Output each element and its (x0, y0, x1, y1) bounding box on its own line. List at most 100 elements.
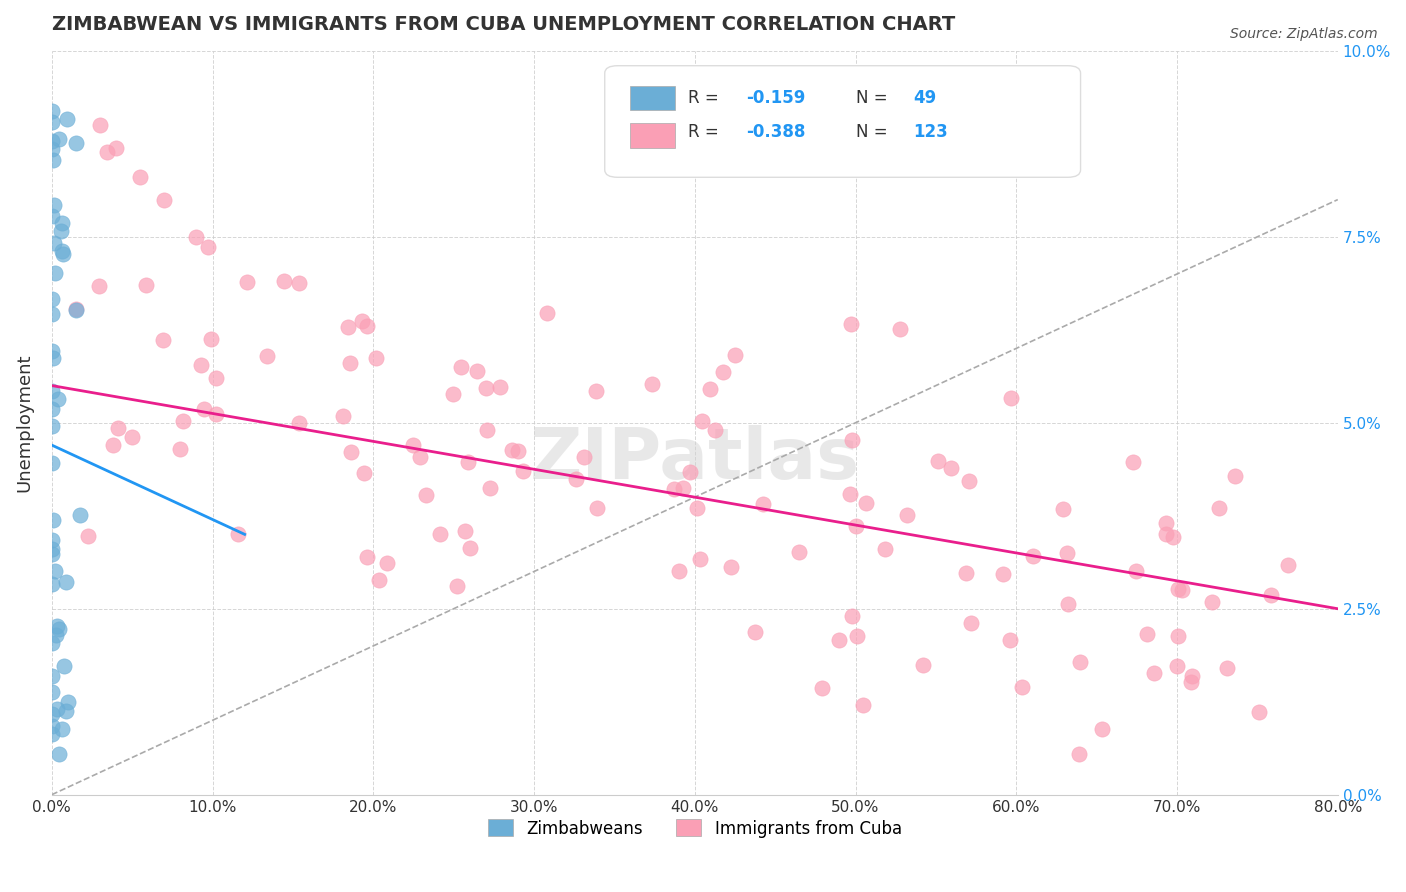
Point (1052, 502, 1074, 516)
Text: N =: N = (855, 123, 893, 141)
Point (256, 349, 278, 363)
Point (409, 450, 432, 465)
Point (121, 430, 143, 444)
Point (65, 302, 87, 317)
Point (375, 556, 398, 570)
Text: R =: R = (689, 89, 724, 107)
Point (839, 487, 862, 501)
Point (845, 519, 868, 533)
Point (998, 633, 1021, 648)
Point (368, 573, 391, 587)
Point (41, 547, 63, 561)
FancyBboxPatch shape (630, 123, 675, 147)
Point (1154, 516, 1177, 530)
Point (454, 524, 477, 538)
Point (1069, 747, 1091, 761)
Point (841, 433, 863, 447)
Y-axis label: Unemployment: Unemployment (15, 353, 32, 492)
Point (46, 701, 69, 715)
Point (41, 456, 63, 470)
Text: -0.159: -0.159 (747, 89, 806, 107)
Point (672, 481, 695, 495)
Point (1216, 661, 1239, 675)
Point (41, 419, 63, 434)
Point (896, 508, 918, 523)
Point (41, 533, 63, 547)
Point (1057, 597, 1080, 611)
Point (1249, 705, 1271, 719)
Point (1167, 629, 1189, 643)
Point (441, 387, 464, 401)
Point (41, 293, 63, 307)
Point (415, 488, 437, 502)
Point (689, 552, 711, 566)
Legend: Zimbabweans, Immigrants from Cuba: Zimbabweans, Immigrants from Cuba (479, 811, 910, 846)
Point (48, 747, 70, 762)
Point (565, 472, 588, 486)
Point (44, 266, 66, 280)
Point (720, 560, 742, 574)
Point (41, 706, 63, 721)
Point (1181, 669, 1204, 683)
Point (190, 358, 212, 372)
Point (89, 279, 111, 293)
Point (1161, 530, 1184, 544)
Point (501, 443, 523, 458)
Point (873, 542, 896, 557)
Point (340, 445, 363, 459)
Point (44, 628, 66, 642)
FancyBboxPatch shape (605, 66, 1081, 178)
Point (273, 274, 295, 288)
Point (787, 545, 810, 559)
Point (337, 320, 360, 334)
Point (107, 421, 129, 435)
Point (287, 276, 309, 290)
Text: Source: ZipAtlas.com: Source: ZipAtlas.com (1230, 27, 1378, 41)
Point (172, 414, 194, 428)
Point (1011, 681, 1033, 695)
Point (41, 719, 63, 733)
Point (51, 216, 73, 230)
Point (1201, 595, 1223, 609)
Point (467, 364, 489, 378)
Point (846, 628, 869, 642)
Point (287, 416, 309, 430)
Text: -0.388: -0.388 (747, 123, 806, 141)
Point (690, 415, 713, 429)
Point (429, 527, 451, 541)
Point (48, 622, 70, 636)
Point (1022, 549, 1045, 563)
Point (236, 276, 259, 290)
Point (1167, 582, 1189, 596)
Point (1091, 722, 1114, 736)
Point (41, 343, 63, 358)
Point (851, 698, 873, 712)
Point (841, 609, 863, 624)
Point (44, 564, 66, 578)
Point (713, 365, 735, 379)
Point (446, 579, 468, 593)
FancyBboxPatch shape (630, 86, 675, 111)
Point (686, 501, 709, 516)
Point (89, 118, 111, 132)
Point (46, 392, 69, 406)
Point (52, 247, 75, 261)
Point (1000, 392, 1022, 406)
Point (129, 170, 152, 185)
Point (56, 694, 79, 708)
Point (703, 423, 725, 437)
Point (960, 615, 983, 630)
Point (1154, 527, 1177, 541)
Point (1166, 659, 1188, 673)
Text: ZIMBABWEAN VS IMMIGRANTS FROM CUBA UNEMPLOYMENT CORRELATION CHART: ZIMBABWEAN VS IMMIGRANTS FROM CUBA UNEMP… (52, 15, 955, 34)
Text: ZIPatlas: ZIPatlas (530, 425, 860, 494)
Point (41, 209, 63, 223)
Point (536, 305, 558, 319)
Point (457, 455, 479, 469)
Point (56, 112, 79, 126)
Point (679, 465, 702, 479)
Point (724, 348, 747, 362)
Point (205, 407, 228, 421)
Point (1208, 501, 1230, 516)
Point (1260, 589, 1282, 603)
